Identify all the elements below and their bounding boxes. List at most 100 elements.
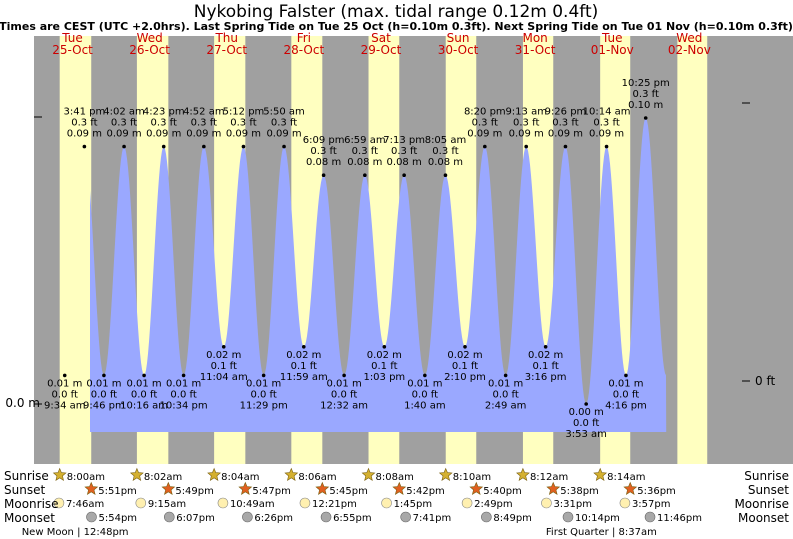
tide-low-label: 0.01 m: [407, 378, 442, 389]
sunrise-icon: [284, 467, 299, 481]
tide-low-label: 0.0 ft: [492, 389, 518, 400]
sunrise-icon: [52, 467, 67, 481]
sunrise-time: 8:04am: [221, 472, 259, 483]
tide-curve: [90, 118, 667, 432]
moonset-icon: [242, 511, 253, 523]
moonset-time: 6:07pm: [176, 513, 215, 524]
tide-low-label: 0.02 m: [447, 350, 482, 361]
tide-point: [161, 144, 166, 149]
tide-high-label: 7:13 pm: [383, 135, 425, 146]
sunset-row-label-right: Sunset: [748, 483, 789, 497]
moonrise-icon: [53, 497, 65, 509]
moonset-time: 10:14pm: [575, 513, 620, 524]
tide-point: [543, 345, 548, 349]
tide-high-label: 0.3 ft: [472, 118, 498, 129]
sunrise-row-label-right: Sunrise: [744, 469, 789, 483]
tide-low-label: 4:16 pm: [605, 400, 647, 411]
day-name-label: Sat: [371, 31, 391, 45]
moonrise-row-label-left: Moonrise: [4, 497, 59, 511]
moonset-icon: [481, 511, 492, 523]
tide-high-label: 0.09 m: [589, 129, 624, 140]
tide-point: [524, 144, 529, 149]
tide-high-label: 10:25 pm: [622, 78, 670, 89]
sunrise-time: 8:12am: [530, 472, 568, 483]
tide-point: [643, 116, 648, 120]
moonset-row-label-right: Moonset: [738, 511, 789, 525]
tide-high-label: 0.3 ft: [310, 146, 336, 157]
tide-point: [363, 173, 367, 177]
tide-low-label: 11:04 am: [200, 372, 248, 383]
day-date-label: 02-Nov: [668, 43, 711, 57]
tide-low-label: 0.02 m: [528, 350, 563, 361]
tide-low-label: 0.01 m: [47, 378, 82, 389]
tide-high-label: 0.3 ft: [230, 118, 256, 129]
sunset-icon: [392, 481, 407, 495]
day-date-label: 26-Oct: [129, 43, 170, 57]
tide-low-label: 11:59 am: [280, 372, 328, 383]
moonset-time: 6:55pm: [333, 513, 372, 524]
moonset-icon: [86, 511, 97, 523]
tide-low-label: 1:40 am: [404, 400, 446, 411]
moonrise-icon: [135, 497, 147, 509]
moonset-icon: [164, 511, 175, 523]
tide-low-label: 0.1 ft: [291, 361, 317, 372]
moonrise-icon: [461, 497, 473, 509]
tide-low-label: 12:32 am: [320, 400, 368, 411]
moonrise-time: 7:46am: [66, 499, 104, 510]
tide-high-label: 0.09 m: [226, 129, 261, 140]
tide-low-label: 2:10 pm: [444, 372, 486, 383]
sunset-icon: [546, 481, 561, 495]
tide-high-label: 0.3 ft: [633, 89, 659, 100]
tide-point: [62, 373, 67, 378]
tide-high-label: 3:41 pm: [64, 107, 106, 118]
moonrise-time: 1:45pm: [394, 499, 433, 510]
moonset-time: 7:41pm: [413, 513, 452, 524]
tide-point: [221, 345, 226, 349]
tide-low-label: 0.0 ft: [412, 389, 438, 400]
sunrise-row-label-left: Sunrise: [4, 469, 49, 483]
tide-point: [382, 345, 387, 349]
tide-low-label: 0.02 m: [286, 350, 321, 361]
tide-high-label: 0.09 m: [266, 129, 301, 140]
tide-low-label: 10:34 pm: [160, 400, 208, 411]
tide-point: [604, 144, 609, 149]
moonrise-row-label-right: Moonrise: [734, 497, 789, 511]
tide-high-label: 0.10 m: [628, 100, 663, 111]
sunset-time: 5:38pm: [560, 486, 599, 497]
tide-point: [241, 144, 246, 149]
tide-point: [463, 345, 467, 349]
tide-low-label: 1:03 pm: [363, 372, 405, 383]
tide-low-label: 9:34 am: [44, 400, 86, 411]
tide-point: [443, 173, 448, 177]
sunset-time: 5:45pm: [329, 486, 368, 497]
tide-point: [102, 373, 106, 378]
tide-point: [503, 373, 508, 378]
tide-high-label: 0.09 m: [509, 129, 544, 140]
tide-high-label: 0.3 ft: [432, 146, 458, 157]
moonrise-icon: [299, 497, 311, 509]
tide-high-label: 8:20 pm: [464, 107, 506, 118]
y-axis-right-label: 0 ft: [755, 374, 775, 388]
moonset-row-label-left: Moonset: [4, 511, 55, 525]
tide-point: [624, 373, 628, 378]
tide-high-label: 0.09 m: [67, 129, 102, 140]
sunset-time: 5:51pm: [98, 486, 137, 497]
tide-high-label: 0.3 ft: [593, 118, 619, 129]
tide-high-label: 9:13 am: [505, 107, 547, 118]
tide-point: [584, 402, 588, 406]
sunrise-time: 8:02am: [144, 472, 182, 483]
tide-point: [82, 144, 87, 149]
sunset-icon: [469, 481, 484, 495]
day-name-label: Wed: [137, 31, 163, 45]
daylight-band: [677, 36, 708, 464]
sunset-icon: [315, 481, 330, 495]
tide-point: [423, 373, 427, 378]
tide-point: [483, 144, 487, 149]
day-date-label: 30-Oct: [438, 43, 479, 57]
tide-point: [282, 144, 286, 149]
tide-low-label: 0.01 m: [126, 378, 161, 389]
tide-low-label: 2:49 am: [485, 400, 527, 411]
moonrise-time: 12:21pm: [312, 499, 357, 510]
tide-low-label: 0.1 ft: [371, 361, 397, 372]
tide-high-label: 0.3 ft: [352, 146, 378, 157]
